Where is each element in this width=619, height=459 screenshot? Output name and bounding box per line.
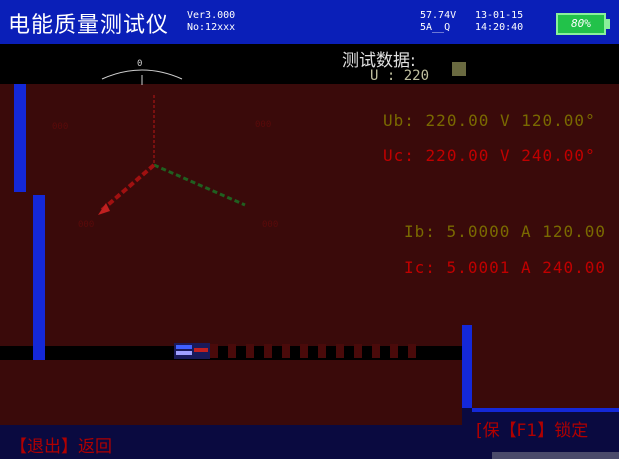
exit-return-button[interactable]: 【退出】返回 (10, 437, 112, 457)
ic-row: Ic: 5.0001 A 240.00 (404, 258, 606, 277)
phasor-label-left-lower: 000 (78, 220, 95, 230)
battery-indicator: 80% (556, 13, 606, 35)
lock-button[interactable]: [保【F1】锁定 (476, 421, 589, 441)
uc-value: 220.00 (425, 146, 490, 165)
lower-panel (0, 360, 462, 425)
uc-name: Uc: (383, 146, 415, 165)
footer-bar (0, 425, 462, 459)
time-readout: 14:20:40 (475, 22, 524, 33)
uc-unit: V (499, 146, 511, 165)
phasor-label-right-lower: 000 (262, 220, 279, 230)
app-title: 电能质量测试仪 (8, 13, 170, 38)
phasor-top-label: 0 (137, 59, 143, 69)
footer-right-accent (472, 408, 619, 412)
header-bar (0, 0, 619, 44)
current-range-readout: 5A__Q (420, 22, 451, 33)
footer-right-bar (462, 408, 619, 459)
ib-unit: A (520, 222, 532, 241)
ib-value: 5.0000 (446, 222, 511, 241)
display-band (0, 84, 619, 346)
legend-icon (174, 343, 210, 359)
battery-tip-icon (606, 19, 610, 29)
right-panel (472, 325, 619, 408)
cursor-icon (452, 62, 466, 76)
level-bar-upper (14, 84, 26, 192)
ub-angle: 120.00° (521, 111, 596, 130)
ib-angle: 120.00 (542, 222, 607, 241)
ic-unit: A (520, 258, 532, 277)
segment-bar (210, 344, 460, 358)
version-text: Ver3.000 (187, 10, 236, 21)
footer-strip (492, 452, 619, 459)
ib-name: Ib: (404, 222, 436, 241)
ua-partial-reading: U : 220 (370, 68, 430, 84)
uc-angle: 240.00° (521, 146, 596, 165)
ub-value: 220.00 (425, 111, 490, 130)
ub-unit: V (499, 111, 511, 130)
level-bar-lower (33, 195, 45, 361)
test-data-title: 测试数据: (342, 51, 416, 71)
date-readout: 13-01-15 (475, 10, 524, 21)
ub-row: Ub: 220.00 V 120.00° (383, 111, 596, 130)
uc-row: Uc: 220.00 V 240.00° (383, 146, 596, 165)
phasor-diagram (98, 69, 246, 215)
ic-value: 5.0001 (446, 258, 511, 277)
serial-text: No:12xxx (187, 22, 236, 33)
right-divider-bar (462, 325, 472, 425)
ic-angle: 240.00 (542, 258, 607, 277)
voltage-readout: 57.74V (420, 10, 457, 21)
battery-level: 80% (571, 17, 591, 30)
ic-name: Ic: (404, 258, 436, 277)
phasor-label-right-upper: 000 (255, 120, 272, 130)
ib-row: Ib: 5.0000 A 120.00 (404, 222, 606, 241)
ub-name: Ub: (383, 111, 415, 130)
phasor-label-left-upper: 000 (52, 122, 69, 132)
